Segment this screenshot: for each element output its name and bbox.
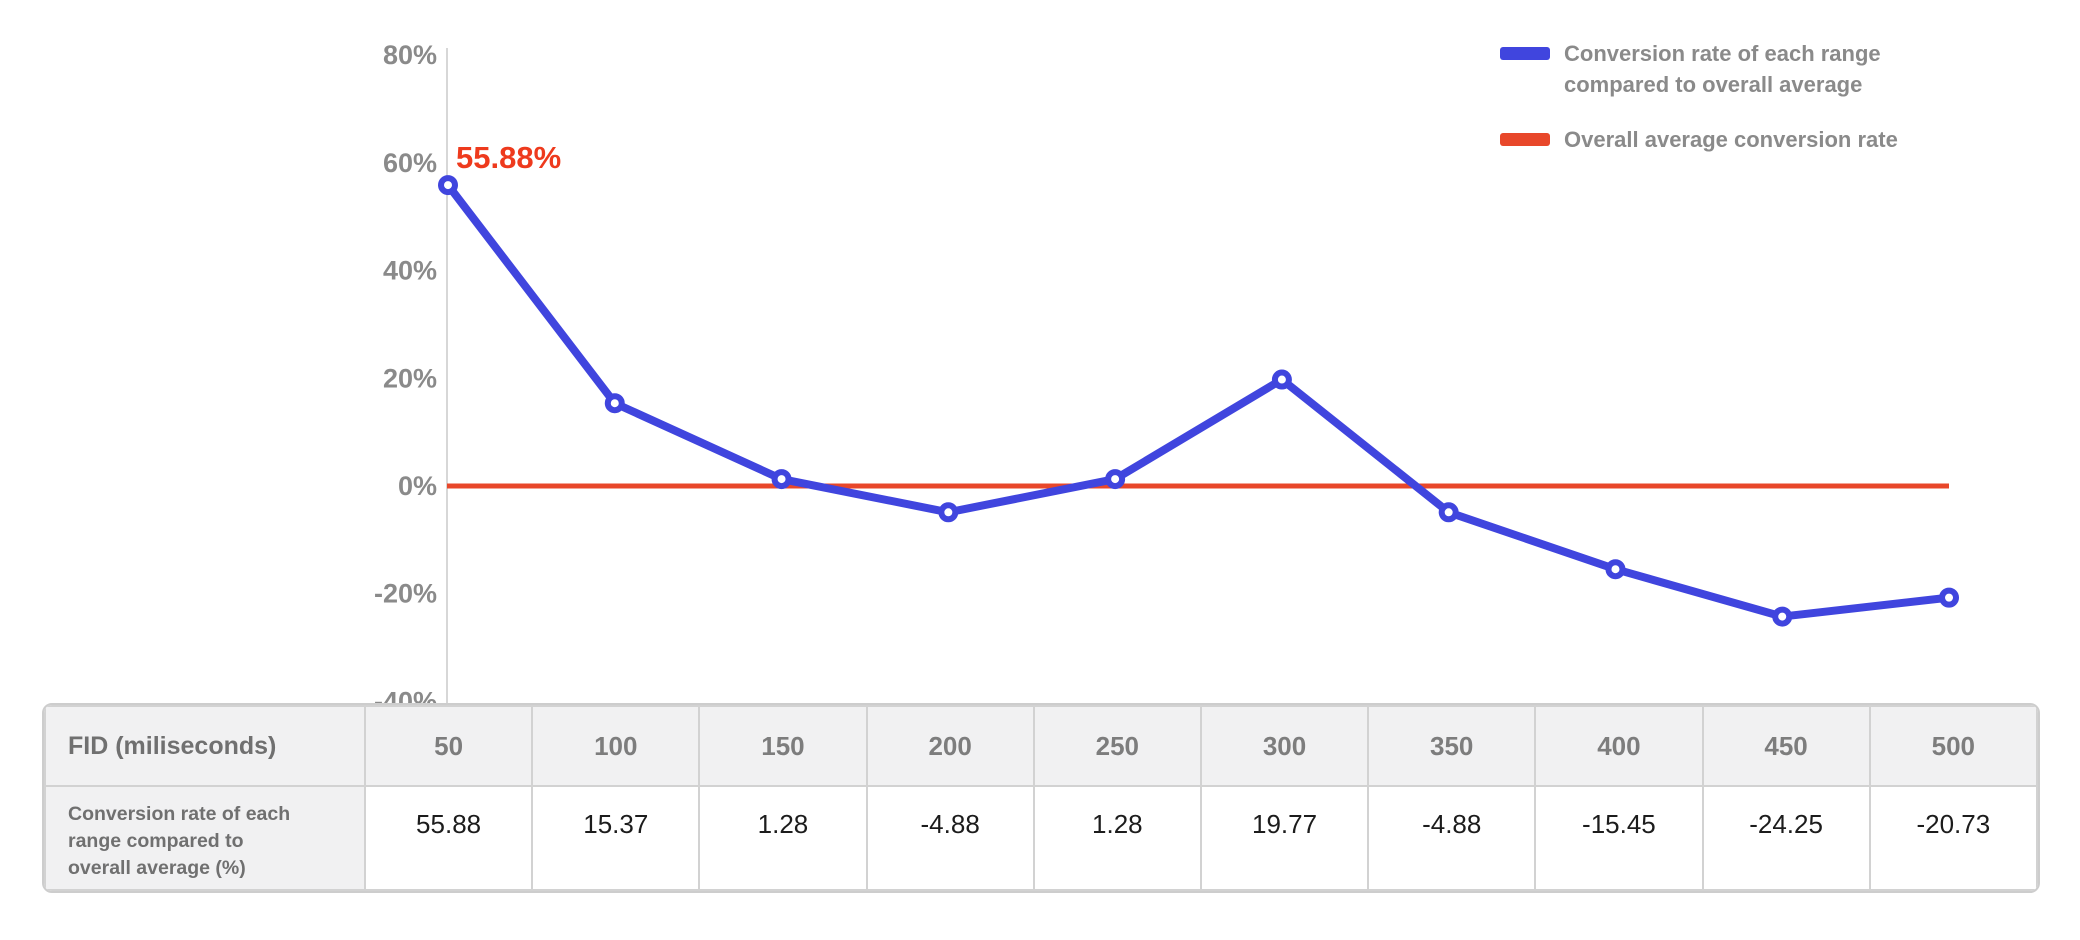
y-tick-label: 0% [398, 471, 437, 501]
table-value-cell: -15.45 [1534, 785, 1704, 891]
table-col-header: 150 [698, 705, 868, 787]
table-row-label: Conversion rate of each range compared t… [44, 785, 366, 891]
table-corner-label: FID (miliseconds) [44, 705, 366, 787]
table-col-header: 200 [865, 705, 1035, 787]
legend-item-conversion-rate: Conversion rate of each range compared t… [1500, 38, 1964, 100]
y-tick-label: -20% [374, 579, 437, 609]
data-point-marker [771, 469, 792, 490]
legend-swatch-blue [1500, 47, 1550, 60]
first-point-value-label: 55.88% [456, 140, 561, 175]
table-col-header: 300 [1199, 705, 1370, 787]
conversion-rate-line [444, 181, 1954, 621]
legend-swatch-red [1500, 133, 1550, 146]
table-data-row: Conversion rate of each range compared t… [44, 785, 2038, 891]
data-point-marker [1605, 559, 1626, 580]
table-value-cell: 55.88 [363, 785, 534, 891]
data-point-marker [1772, 606, 1793, 627]
data-point-marker [438, 175, 458, 196]
data-point-marker [1105, 469, 1126, 490]
table-value-cell: -20.73 [1868, 785, 2038, 891]
data-point-marker [604, 393, 625, 414]
data-point-marker [1271, 369, 1292, 390]
y-tick-label: 20% [383, 363, 437, 393]
table-col-header: 250 [1032, 705, 1202, 787]
y-tick-label: 40% [383, 256, 437, 286]
data-point-marker [1939, 587, 1960, 608]
y-tick-label: 80% [383, 40, 437, 70]
table-col-header: 100 [531, 705, 701, 787]
chart-legend: Conversion rate of each range compared t… [1500, 38, 1964, 155]
table-col-header: 50 [363, 705, 534, 787]
legend-label-overall-average: Overall average conversion rate [1564, 127, 1898, 152]
legend-label-conversion-rate: Conversion rate of each range compared t… [1564, 41, 1881, 97]
chart-area: 80% 60% 40% 20% 0% -20% -40% 55.88% Conversion … [374, 38, 1964, 703]
legend-item-overall-average: Overall average conversion rate [1500, 124, 1964, 155]
table-value-cell: 19.77 [1199, 785, 1370, 891]
y-tick-label: 60% [383, 148, 437, 178]
table-value-cell: -24.25 [1701, 785, 1871, 891]
table-col-header: 350 [1367, 705, 1537, 787]
y-tick-label: -40% [374, 686, 437, 703]
data-point-marker [1438, 502, 1459, 523]
table-value-cell: 1.28 [698, 785, 868, 891]
table-col-header: 450 [1701, 705, 1871, 787]
table-col-header: 400 [1534, 705, 1704, 787]
table-value-cell: 15.37 [531, 785, 701, 891]
fid-conversion-table: FID (miliseconds) 50 100 150 200 250 300… [42, 703, 2040, 893]
conversion-line-chart: 80% 60% 40% 20% 0% -20% -40% 55.88% [374, 40, 1960, 703]
table-value-cell: -4.88 [865, 785, 1035, 891]
table-header-row: FID (miliseconds) 50 100 150 200 250 300… [44, 705, 2038, 787]
data-point-marker [938, 502, 959, 523]
table-col-header: 500 [1868, 705, 2038, 787]
table-value-cell: -4.88 [1367, 785, 1537, 891]
table-value-cell: 1.28 [1032, 785, 1202, 891]
